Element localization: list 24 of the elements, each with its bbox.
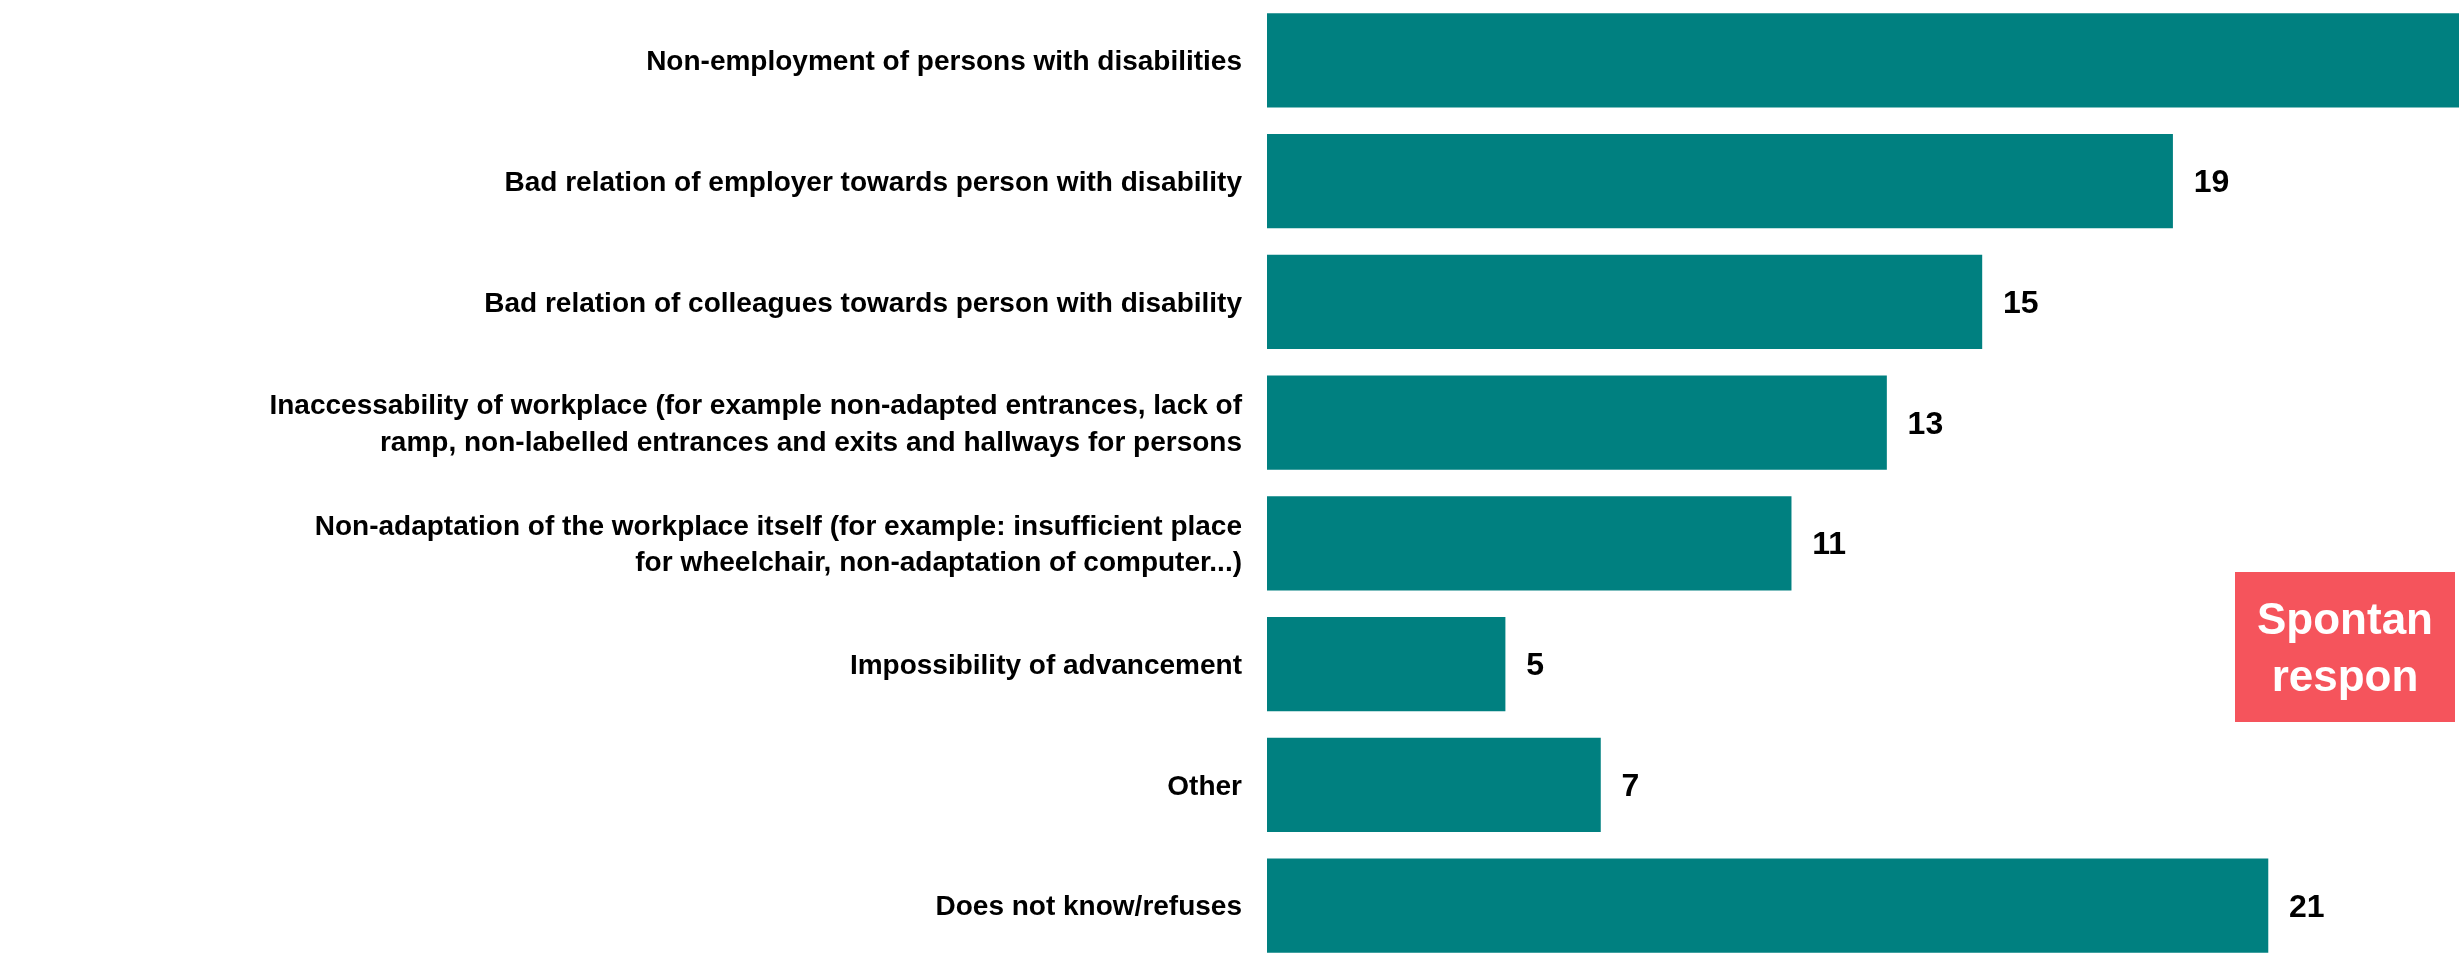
y-tick-label: Bad relation of colleagues towards person with disability xyxy=(484,286,1243,318)
bar xyxy=(1267,858,2269,953)
y-tick-label: Non-employment of persons with disabilities xyxy=(646,45,1242,77)
data-label: 21 xyxy=(2289,887,2325,924)
bar xyxy=(1267,134,2173,229)
data-label: 13 xyxy=(1907,404,1944,441)
y-tick-label: Non-adaptation of the workplace itself (for example: insufficient place for wheelchair, non-adaptation of computer...) xyxy=(314,509,1242,578)
y-tick-label: Bad relation of employer towards person with disability xyxy=(504,165,1243,197)
annotation: Spontan respon xyxy=(2257,594,2433,701)
data-label: 5 xyxy=(1526,646,1544,683)
y-tick-label: Impossibility of advancement xyxy=(849,648,1242,680)
bar xyxy=(1267,617,1506,712)
bar xyxy=(1267,254,1983,349)
y-tick-label: Inaccessability of workplace (for example non-adapted entrances, lack of ramp, non-labelled entrances and exits and hallways for persons xyxy=(269,389,1243,457)
y-tick-label: Does not know/refuses xyxy=(935,890,1242,922)
bar xyxy=(1267,496,1792,591)
bar xyxy=(1267,737,1601,832)
data-label: 19 xyxy=(2193,163,2230,200)
y-tick-label: Other xyxy=(1167,769,1243,801)
data-label: 15 xyxy=(2002,283,2039,320)
data-label: 7 xyxy=(1621,766,1640,803)
data-label: 11 xyxy=(1812,525,1847,562)
bar xyxy=(1267,375,1887,470)
bar xyxy=(1267,13,2459,108)
